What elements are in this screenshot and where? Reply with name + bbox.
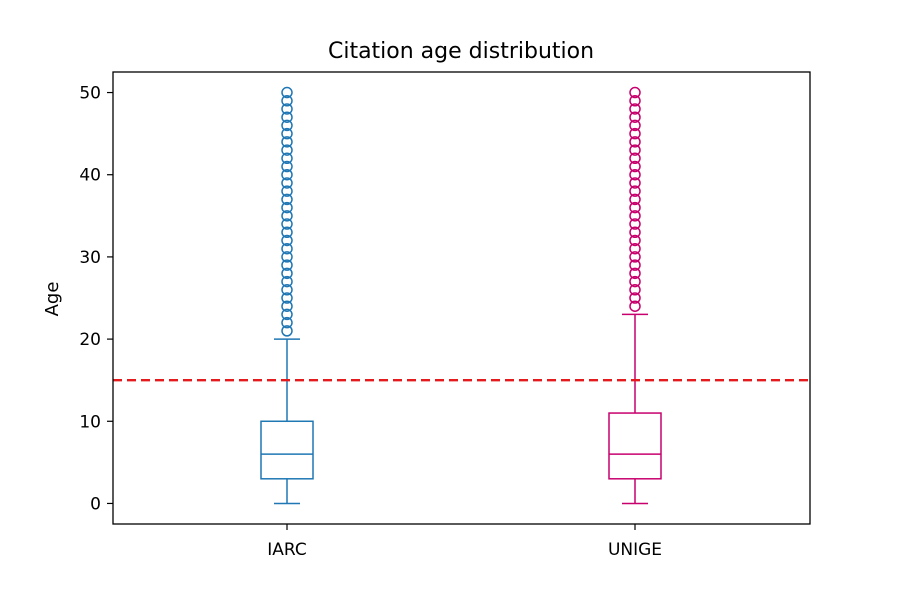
y-tick-label: 30 xyxy=(79,248,101,268)
outlier-point xyxy=(281,300,293,312)
outlier-point xyxy=(629,127,641,140)
outlier-point xyxy=(629,95,641,107)
outlier-point xyxy=(281,242,293,255)
outlier-point xyxy=(629,144,641,156)
y-tick-label: 0 xyxy=(90,494,101,514)
box-group-iarc xyxy=(260,86,314,505)
outlier-point xyxy=(629,177,641,189)
outlier-point xyxy=(629,136,641,148)
iqr-box xyxy=(608,412,662,480)
y-axis-label: Age xyxy=(42,282,63,317)
outlier-point xyxy=(281,168,293,181)
box-group-unige xyxy=(608,86,662,505)
outlier-point xyxy=(629,210,641,222)
outlier-point xyxy=(629,226,641,239)
y-tick-label: 40 xyxy=(79,166,101,186)
chart-title: Citation age distribution xyxy=(328,39,594,64)
outlier-point xyxy=(281,103,293,115)
outlier-point xyxy=(281,152,293,165)
iqr-box xyxy=(260,420,314,480)
y-tick-label: 10 xyxy=(79,412,101,432)
outlier-point xyxy=(629,292,641,304)
outlier-point xyxy=(629,275,641,288)
outlier-point xyxy=(281,308,293,321)
outlier-point xyxy=(281,226,293,239)
outlier-point xyxy=(281,160,293,173)
outlier-point xyxy=(629,103,641,115)
outlier-point xyxy=(629,160,641,173)
outlier-point xyxy=(281,127,293,140)
outlier-point xyxy=(281,111,293,123)
outlier-point xyxy=(629,201,641,214)
y-tick-label: 50 xyxy=(79,84,101,104)
outlier-point xyxy=(281,234,293,247)
outlier-point xyxy=(629,193,641,206)
outlier-point xyxy=(629,251,641,263)
outlier-point xyxy=(629,111,641,123)
outlier-point xyxy=(629,119,641,132)
outlier-point xyxy=(281,259,293,271)
outlier-point xyxy=(281,284,293,296)
outlier-point xyxy=(281,201,293,214)
outlier-point xyxy=(281,185,293,197)
outlier-point xyxy=(281,251,293,263)
outlier-point xyxy=(281,267,293,280)
plot-frame xyxy=(112,71,811,525)
outlier-point xyxy=(281,292,293,304)
outlier-point xyxy=(629,86,641,99)
outlier-point xyxy=(281,316,293,329)
outlier-point xyxy=(281,95,293,107)
outlier-point xyxy=(629,284,641,296)
outlier-point xyxy=(629,267,641,280)
plot-area xyxy=(113,86,810,505)
outlier-point xyxy=(281,177,293,189)
outlier-point xyxy=(629,185,641,197)
outlier-point xyxy=(281,136,293,148)
outlier-point xyxy=(629,300,641,312)
outlier-point xyxy=(281,119,293,132)
outlier-point xyxy=(629,259,641,271)
outlier-point xyxy=(629,218,641,230)
outlier-point xyxy=(281,275,293,288)
outlier-point xyxy=(281,86,293,99)
y-tick-label: 20 xyxy=(79,330,101,350)
outlier-point xyxy=(281,144,293,156)
outlier-point xyxy=(281,210,293,222)
outlier-point xyxy=(629,242,641,255)
x-tick-label: UNIGE xyxy=(608,540,662,560)
outlier-point xyxy=(281,193,293,206)
outlier-point xyxy=(629,168,641,181)
outlier-point xyxy=(281,325,293,337)
outlier-point xyxy=(629,152,641,165)
x-tick-label: IARC xyxy=(267,540,306,560)
outlier-point xyxy=(281,218,293,230)
outlier-point xyxy=(629,234,641,247)
